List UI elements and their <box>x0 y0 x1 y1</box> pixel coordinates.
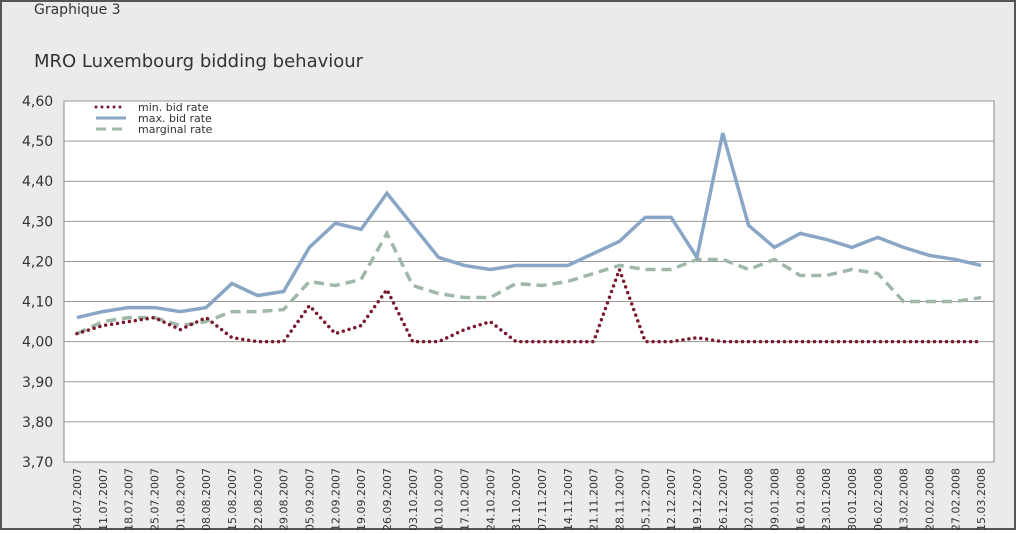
x-tick-label: 26.12.2007 <box>717 468 730 530</box>
x-tick-label: 26.09.2007 <box>381 468 394 530</box>
y-tick-label: 4,10 <box>22 295 53 311</box>
y-tick-label: 4,30 <box>22 214 53 230</box>
y-tick-label: 3,70 <box>22 455 53 471</box>
chart-label: Graphique 3 <box>34 2 121 18</box>
x-tick-label: 15.08.2007 <box>226 468 239 530</box>
x-tick-label: 10.10.2007 <box>433 468 446 530</box>
x-tick-label: 05.12.2007 <box>639 468 652 530</box>
x-tick-label: 30.01.2008 <box>846 468 859 530</box>
series-line <box>76 132 982 320</box>
x-tick-label: 31.10.2007 <box>510 468 523 530</box>
x-tick-label: 12.12.2007 <box>665 468 678 530</box>
legend-label: min. bid rate <box>138 101 209 114</box>
x-tick-label: 14.11.2007 <box>562 468 575 530</box>
y-tick-label: 4,50 <box>22 134 53 150</box>
x-tick-label: 23.01.2008 <box>820 468 833 530</box>
chart-title: MRO Luxembourg bidding behaviour <box>34 51 364 72</box>
x-tick-label: 16.01.2008 <box>794 468 807 530</box>
series-line <box>75 264 983 344</box>
x-tick-label: 22.08.2007 <box>252 468 265 530</box>
x-tick-label: 15.03.2008 <box>975 468 988 530</box>
x-tick-label: 24.10.2007 <box>484 468 497 530</box>
x-tick-label: 19.09.2007 <box>355 468 368 530</box>
x-tick-label: 09.01.2008 <box>768 468 781 530</box>
x-tick-label: 21.11.2007 <box>588 468 601 530</box>
x-tick-label: 04.07.2007 <box>71 468 84 530</box>
x-tick-label: 27.02.2008 <box>949 468 962 530</box>
y-tick-label: 4,20 <box>22 254 53 270</box>
x-tick-label: 03.10.2007 <box>407 468 420 530</box>
x-tick-label: 17.10.2007 <box>458 468 471 530</box>
x-tick-label: 11.07.2007 <box>97 468 110 530</box>
y-tick-label: 4,00 <box>22 335 53 351</box>
y-tick-label: 3,80 <box>22 415 53 431</box>
x-tick-label: 18.07.2007 <box>123 468 136 530</box>
x-tick-label: 29.08.2007 <box>278 468 291 530</box>
x-tick-label: 13.02.2008 <box>898 468 911 530</box>
x-tick-label: 12.09.2007 <box>329 468 342 530</box>
y-tick-label: 4,60 <box>22 94 53 110</box>
x-tick-label: 08.08.2007 <box>200 468 213 530</box>
legend-label: max. bid rate <box>138 112 212 125</box>
y-tick-label: 4,40 <box>22 174 53 190</box>
plot-area <box>63 100 995 463</box>
x-tick-label: 02.01.2008 <box>743 468 756 530</box>
x-tick-label: 07.11.2007 <box>536 468 549 530</box>
x-tick-label: 06.02.2008 <box>872 468 885 530</box>
x-tick-label: 28.11.2007 <box>613 468 626 530</box>
x-tick-label: 19.12.2007 <box>691 468 704 530</box>
series-line <box>76 229 982 336</box>
x-tick-label: 01.08.2007 <box>174 468 187 530</box>
x-tick-label: 05.09.2007 <box>303 468 316 530</box>
x-tick-label: 20.02.2008 <box>923 468 936 530</box>
x-tick-label: 25.07.2007 <box>148 468 161 530</box>
legend-label: marginal rate <box>138 123 213 136</box>
y-tick-label: 3,90 <box>22 375 53 391</box>
